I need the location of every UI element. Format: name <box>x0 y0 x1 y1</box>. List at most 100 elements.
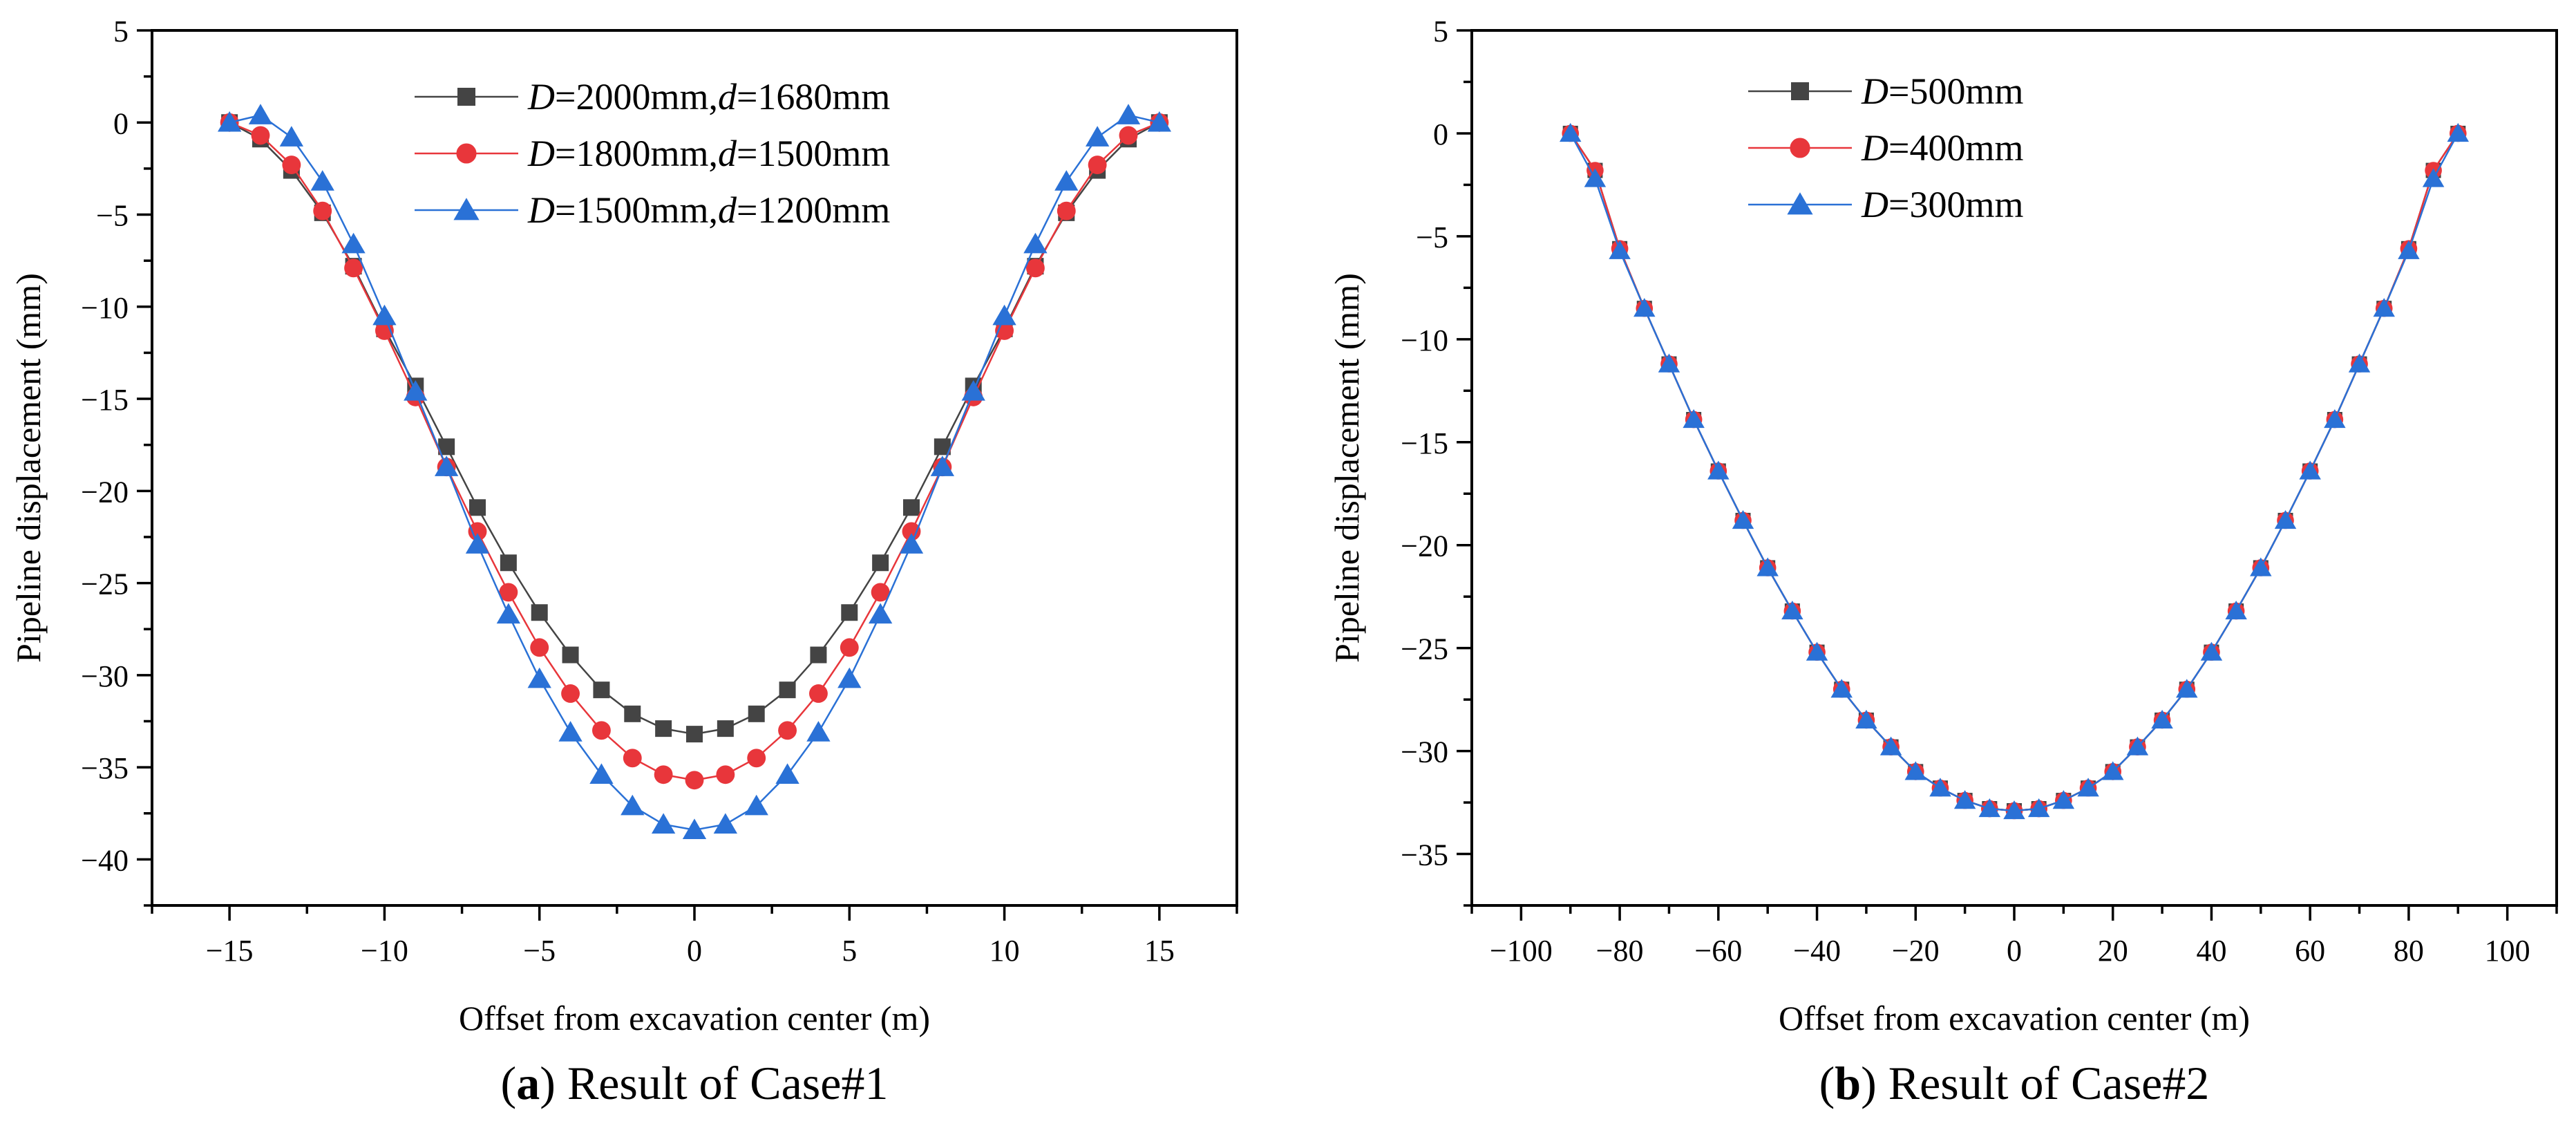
data-point <box>589 763 614 784</box>
data-point <box>1088 156 1107 175</box>
y-tick-label: −5 <box>1416 220 1448 254</box>
data-point <box>344 258 363 278</box>
chart-a: −15 −10 −5 0 5 10 15 5 0 −5 −10 −15 −20 −25 −30 −35 −40 O… <box>9 15 1238 1109</box>
data-point <box>558 721 583 742</box>
series-3 <box>1559 122 2470 820</box>
x-tick-label: 0 <box>2007 934 2022 968</box>
y-tick-label: −25 <box>1401 632 1448 666</box>
legend-marker <box>1787 192 1813 215</box>
y-tick-label: −15 <box>81 383 129 417</box>
figure-caption: (a) Result of Case#1 <box>501 1057 889 1109</box>
data-point <box>279 126 304 147</box>
legend-marker <box>457 88 475 106</box>
data-point <box>1732 509 1754 529</box>
data-point <box>1978 798 2001 818</box>
legend-label: D=400mm <box>1861 127 2023 169</box>
data-point <box>1658 353 1680 373</box>
caption-letter: a <box>516 1057 540 1109</box>
data-point <box>313 201 332 220</box>
caption-text: Result of Case#1 <box>556 1057 889 1109</box>
data-point <box>1830 679 1853 698</box>
legend-value: =1680mm <box>737 76 890 118</box>
data-point <box>2027 798 2050 818</box>
series-line <box>1569 133 2459 812</box>
legend-variable: d <box>718 76 737 118</box>
y-tick-label: −15 <box>1401 426 1448 460</box>
data-point <box>1879 736 1902 755</box>
data-point <box>531 604 548 621</box>
data-point <box>1054 170 1079 191</box>
data-point <box>841 604 858 621</box>
data-point <box>992 304 1016 326</box>
data-point <box>372 304 397 326</box>
y-axis-title: Pipeline displacement (mm) <box>1327 273 1366 663</box>
data-point <box>2126 736 2149 755</box>
y-tick-label: −35 <box>1401 838 1448 872</box>
series-2 <box>1562 124 2467 820</box>
data-point <box>716 765 735 784</box>
data-point <box>341 232 366 254</box>
legend-marker <box>453 198 480 220</box>
data-point <box>2250 557 2272 576</box>
data-point <box>2324 408 2346 429</box>
data-point <box>530 638 549 657</box>
y-tick-label: −25 <box>81 567 129 601</box>
x-tick-label: 80 <box>2394 934 2424 968</box>
legend-label: D=2000mm,d=1680mm <box>527 76 890 118</box>
caption-paren: ( <box>501 1057 517 1109</box>
legend-value: =500mm <box>1888 70 2023 112</box>
y-tick-label: −30 <box>81 659 129 693</box>
x-tick-label: −5 <box>523 934 556 968</box>
legend-value: =300mm <box>1888 184 2023 225</box>
data-point <box>1756 557 1779 576</box>
data-point <box>1119 126 1138 145</box>
series-line <box>1569 133 2459 812</box>
data-point <box>623 749 642 768</box>
data-point <box>2373 298 2395 317</box>
data-point <box>902 522 921 541</box>
x-tick-label: 15 <box>1144 934 1175 968</box>
legend-variable: d <box>718 189 737 231</box>
legend-value: =1800mm, <box>555 133 718 174</box>
data-point <box>806 721 831 742</box>
data-point <box>871 583 890 602</box>
data-point <box>903 499 920 516</box>
x-tick-label: 100 <box>2485 934 2530 968</box>
data-point <box>840 638 859 657</box>
x-tick-label: −100 <box>1490 934 1553 968</box>
y-tick-label: −5 <box>96 199 129 233</box>
y-tick-label: −10 <box>81 291 129 325</box>
x-tick-label: −40 <box>1793 934 1841 968</box>
data-point <box>1781 601 1803 620</box>
data-point <box>310 170 334 191</box>
y-tick-label: −20 <box>81 475 129 509</box>
caption-letter: b <box>1835 1057 1861 1109</box>
x-tick-label: 5 <box>842 934 857 968</box>
data-point <box>1147 111 1172 132</box>
data-point <box>655 720 672 737</box>
chart-b: −100 −80 −60 −40 −20 0 20 40 60 80 100 5 0 −5 −10 −15 −2… <box>1327 15 2558 1109</box>
data-point <box>500 554 517 572</box>
data-point <box>469 499 486 516</box>
series-line <box>1569 133 2459 812</box>
data-point <box>1609 240 1631 259</box>
data-point <box>651 813 676 834</box>
data-point <box>621 794 645 816</box>
x-tick-label: −10 <box>361 934 408 968</box>
data-point <box>468 522 487 541</box>
data-point <box>2200 641 2223 661</box>
y-axis-title: Pipeline displacement (mm) <box>9 273 48 663</box>
data-point <box>527 667 551 688</box>
caption-paren: ) <box>1861 1057 1877 1109</box>
data-point <box>1023 232 1048 254</box>
y-tick-label: 5 <box>1433 15 1448 48</box>
data-point <box>1085 126 1110 147</box>
data-point <box>961 380 985 401</box>
data-point <box>1806 641 1828 661</box>
data-point <box>747 749 766 768</box>
legend-variable: D <box>527 189 555 231</box>
data-point <box>2151 709 2173 729</box>
data-point <box>1025 258 1045 278</box>
legend-marker <box>1790 138 1810 158</box>
data-point <box>713 813 738 834</box>
